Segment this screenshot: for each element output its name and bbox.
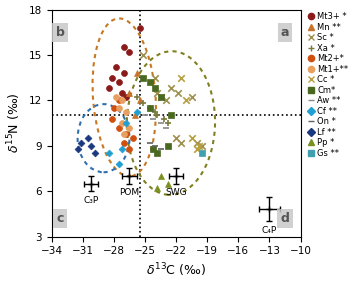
Point <box>168 86 174 91</box>
Point <box>147 106 153 110</box>
Point <box>165 181 171 186</box>
Point <box>124 110 129 115</box>
Point <box>173 136 179 141</box>
Point <box>124 121 129 125</box>
Point <box>116 125 122 130</box>
Point <box>155 186 160 190</box>
Point <box>134 71 140 76</box>
Point <box>127 125 132 130</box>
Point <box>119 98 125 103</box>
Point <box>163 125 169 130</box>
Point <box>158 121 163 125</box>
Text: c: c <box>56 212 64 225</box>
Point <box>194 141 200 145</box>
Point <box>189 136 195 141</box>
Point <box>165 121 171 125</box>
Point <box>153 110 158 115</box>
Point <box>106 86 111 91</box>
Point <box>153 143 158 148</box>
Point <box>85 136 91 141</box>
Point <box>175 91 181 95</box>
Point <box>184 98 189 103</box>
Y-axis label: $\delta^{15}$N (‰): $\delta^{15}$N (‰) <box>6 93 23 153</box>
Point <box>196 143 202 148</box>
Point <box>155 151 160 156</box>
Point <box>78 141 83 145</box>
Point <box>127 50 132 54</box>
Text: C₄P: C₄P <box>262 226 277 235</box>
Point <box>119 91 125 95</box>
Point <box>113 95 119 100</box>
Point <box>92 151 98 156</box>
Point <box>127 146 132 151</box>
Point <box>199 151 205 156</box>
Point <box>124 131 129 136</box>
Point <box>134 95 140 100</box>
Point <box>179 141 184 145</box>
Point <box>109 75 115 80</box>
Point <box>194 146 200 151</box>
Point <box>179 75 184 80</box>
Point <box>158 174 163 178</box>
Text: SWG: SWG <box>165 188 187 197</box>
Point <box>121 45 127 50</box>
Point <box>119 121 125 125</box>
Point <box>137 25 143 30</box>
Point <box>199 143 205 148</box>
Point <box>158 146 163 151</box>
Point <box>189 95 195 100</box>
Point <box>147 80 153 84</box>
Point <box>75 146 81 151</box>
Point <box>155 91 160 95</box>
Point <box>158 95 163 100</box>
Point <box>155 113 160 118</box>
Point <box>116 98 122 103</box>
Point <box>151 116 156 121</box>
Point <box>168 113 174 118</box>
Point <box>134 110 140 115</box>
Point <box>109 116 115 121</box>
Point <box>142 113 148 118</box>
Legend: Mt3+ *, Mn **, Sc *, Xa *, Mt2+*, Mt1+**, Cc *, Cm*, Aw **, Cf **, On *, Lf **, : Mt3+ *, Mn **, Sc *, Xa *, Mt2+*, Mt1+**… <box>307 11 349 159</box>
Point <box>153 86 158 91</box>
Point <box>116 106 122 110</box>
Point <box>121 141 127 145</box>
Point <box>116 80 122 84</box>
Text: a: a <box>281 26 289 39</box>
Point <box>130 136 135 141</box>
Point <box>111 106 117 110</box>
Point <box>163 98 169 103</box>
Point <box>124 95 129 100</box>
Point <box>137 98 143 103</box>
Point <box>121 71 127 76</box>
Point <box>127 91 132 95</box>
Point <box>119 146 125 151</box>
Point <box>116 162 122 166</box>
Point <box>113 65 119 69</box>
Text: b: b <box>55 26 64 39</box>
Point <box>88 143 94 148</box>
Point <box>140 75 146 80</box>
Point <box>147 106 153 110</box>
Text: d: d <box>280 212 289 225</box>
X-axis label: $\delta^{13}$C (‰): $\delta^{13}$C (‰) <box>146 262 206 280</box>
Point <box>121 131 127 136</box>
Point <box>151 146 156 151</box>
Point <box>132 113 137 118</box>
Point <box>140 53 146 57</box>
Point <box>147 141 153 145</box>
Point <box>165 143 171 148</box>
Point <box>140 101 146 106</box>
Text: C₃P: C₃P <box>83 196 99 205</box>
Point <box>161 116 166 121</box>
Text: POM: POM <box>119 188 140 197</box>
Point <box>106 151 111 156</box>
Point <box>158 95 163 100</box>
Point <box>153 75 158 80</box>
